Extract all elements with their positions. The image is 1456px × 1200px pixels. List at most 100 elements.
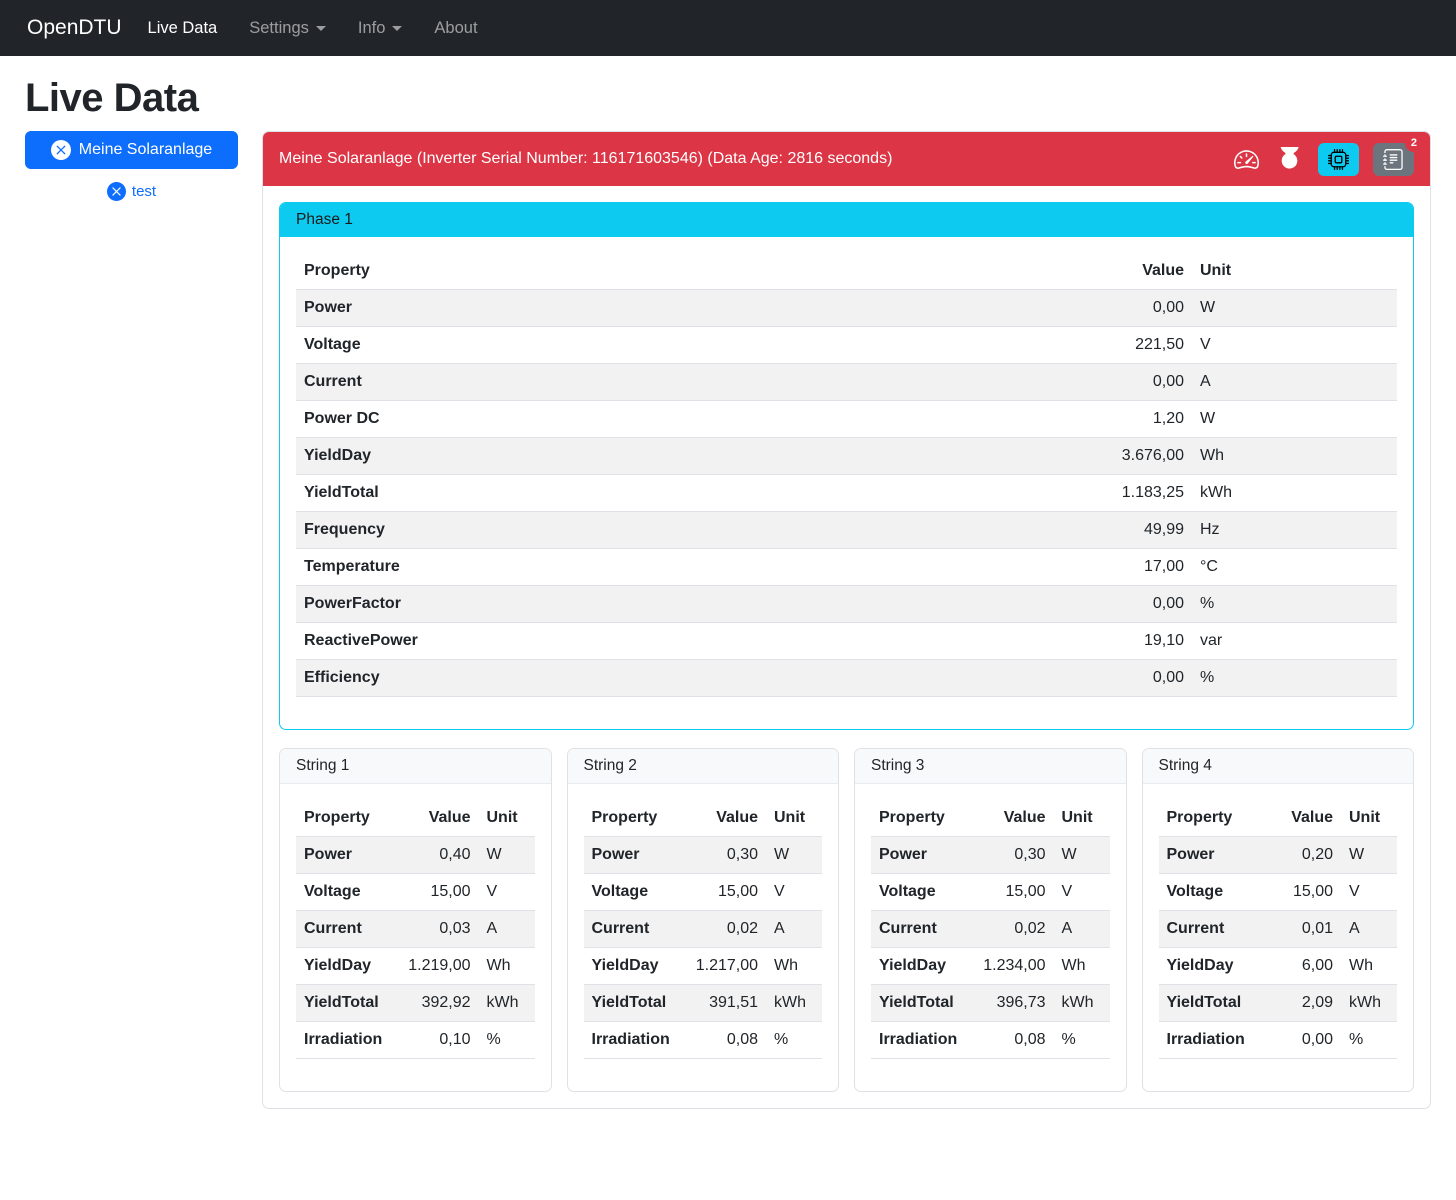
value-cell: 15,00 [680, 873, 766, 911]
col-unit: Unit [478, 800, 535, 837]
inverter-test-link[interactable]: test [25, 182, 238, 201]
table-row: Voltage 15,00 V [296, 873, 535, 911]
table-row: YieldTotal 1.183,25 kWh [296, 474, 1397, 512]
page-title: Live Data [25, 76, 199, 120]
value-cell: 1.219,00 [392, 947, 479, 985]
table-row: Current 0,02 A [583, 910, 822, 948]
value-cell: 15,00 [1255, 873, 1341, 911]
inverter-card: Meine Solaranlage (Inverter Serial Numbe… [262, 131, 1431, 1109]
table-row: YieldDay 3.676,00 Wh [296, 437, 1397, 475]
power-icon[interactable] [1275, 145, 1304, 174]
table-row: YieldTotal 392,92 kWh [296, 984, 535, 1022]
table-row: Power 0,30 W [871, 836, 1110, 874]
inverter-info-button[interactable] [1318, 142, 1359, 176]
unit-cell: Wh [478, 947, 535, 985]
col-property: Property [296, 253, 1052, 290]
col-unit: Unit [766, 800, 822, 837]
table-row: Current 0,03 A [296, 910, 535, 948]
table-row: YieldTotal 391,51 kWh [583, 984, 822, 1022]
string-card-2: String 2 Property Value Unit [566, 748, 839, 1092]
property-cell: Voltage [296, 873, 393, 911]
unit-cell: V [478, 873, 535, 911]
value-cell: 0,00 [1052, 659, 1192, 697]
value-cell: 2,09 [1255, 984, 1341, 1022]
table-header-row: Property Value Unit [871, 800, 1110, 837]
col-unit: Unit [1192, 253, 1397, 290]
unit-cell: A [766, 910, 822, 948]
nav-info-dropdown[interactable]: Info [358, 11, 403, 46]
property-cell: YieldDay [583, 947, 680, 985]
value-cell: 49,99 [1052, 511, 1192, 549]
nav-settings-dropdown[interactable]: Settings [249, 11, 326, 46]
table-row: Voltage 15,00 V [871, 873, 1110, 911]
cpu-icon [1328, 148, 1349, 170]
property-cell: Irradiation [1158, 1021, 1255, 1059]
phase-card: Phase 1 Property Value Unit [279, 202, 1414, 730]
unit-cell: % [478, 1021, 535, 1059]
value-cell: 1.217,00 [680, 947, 766, 985]
unit-cell: A [1053, 910, 1110, 948]
x-circle-icon [50, 140, 71, 160]
property-cell: YieldDay [1158, 947, 1255, 985]
unit-cell: A [1192, 363, 1397, 401]
value-cell: 19,10 [1052, 622, 1192, 660]
table-row: Irradiation 0,08% [871, 1021, 1110, 1059]
table-row: Irradiation 0,08% [583, 1021, 822, 1059]
app-brand[interactable]: OpenDTU [27, 16, 122, 39]
unit-cell: Hz [1192, 511, 1397, 549]
unit-cell: % [1192, 585, 1397, 623]
property-cell: Current [296, 363, 1052, 401]
property-cell: Temperature [296, 548, 1052, 586]
value-cell: 0,20 [1255, 836, 1341, 874]
x-circle-icon [106, 182, 126, 201]
unit-cell: var [1192, 622, 1397, 660]
table-header-row: Property Value Unit [296, 253, 1397, 290]
inverter-select-button[interactable]: Meine Solaranlage [25, 131, 238, 169]
col-unit: Unit [1053, 800, 1110, 837]
value-cell: 1.183,25 [1052, 474, 1192, 512]
table-row: Irradiation 0,10% [296, 1021, 535, 1059]
speedometer-icon[interactable] [1232, 145, 1261, 174]
col-property: Property [583, 800, 680, 837]
journal-text-icon [1383, 148, 1403, 170]
property-cell: Power [871, 836, 968, 874]
unit-cell: W [1192, 400, 1397, 438]
string-2-table: Property Value Unit Power 0,30 W Voltage 15,… [583, 800, 822, 1059]
value-cell: 0,00 [1052, 585, 1192, 623]
col-value: Value [1255, 800, 1341, 837]
property-cell: Current [583, 910, 680, 948]
value-cell: 0,00 [1255, 1021, 1341, 1059]
value-cell: 17,00 [1052, 548, 1192, 586]
col-unit: Unit [1341, 800, 1397, 837]
nav-live-data[interactable]: Live Data [147, 18, 218, 37]
event-log-button[interactable]: 2 [1373, 134, 1423, 176]
property-cell: YieldTotal [583, 984, 680, 1022]
property-cell: Voltage [1158, 873, 1255, 911]
table-row: YieldTotal 396,73 kWh [871, 984, 1110, 1022]
unit-cell: kWh [1192, 474, 1397, 512]
property-cell: YieldTotal [1158, 984, 1255, 1022]
nav-about[interactable]: About [434, 18, 478, 37]
property-cell: Voltage [583, 873, 680, 911]
event-count-badge: 2 [1404, 134, 1423, 152]
inverter-selector-sidebar: Meine Solaranlage test [25, 131, 238, 201]
property-cell: ReactivePower [296, 622, 1052, 660]
unit-cell: Wh [766, 947, 822, 985]
unit-cell: kWh [766, 984, 822, 1022]
string-card-title: String 1 [280, 749, 551, 784]
value-cell: 396,73 [967, 984, 1054, 1022]
phase-table: Property Value Unit Power 0,00 W Voltage 221… [296, 253, 1397, 697]
value-cell: 1.234,00 [967, 947, 1054, 985]
table-row: YieldTotal 2,09 kWh [1158, 984, 1397, 1022]
string-card-title: String 3 [855, 749, 1126, 784]
property-cell: YieldTotal [296, 984, 393, 1022]
unit-cell: kWh [478, 984, 535, 1022]
string-4-table: Property Value Unit Power 0,20 W Voltage 15,… [1158, 800, 1397, 1059]
unit-cell: % [1053, 1021, 1110, 1059]
table-row: Current 0,00 A [296, 363, 1397, 401]
inverter-test-label: test [131, 183, 157, 200]
table-row: Frequency 49,99 Hz [296, 511, 1397, 549]
col-value: Value [967, 800, 1054, 837]
string-card-4: String 4 Property Value Unit [1141, 748, 1414, 1092]
